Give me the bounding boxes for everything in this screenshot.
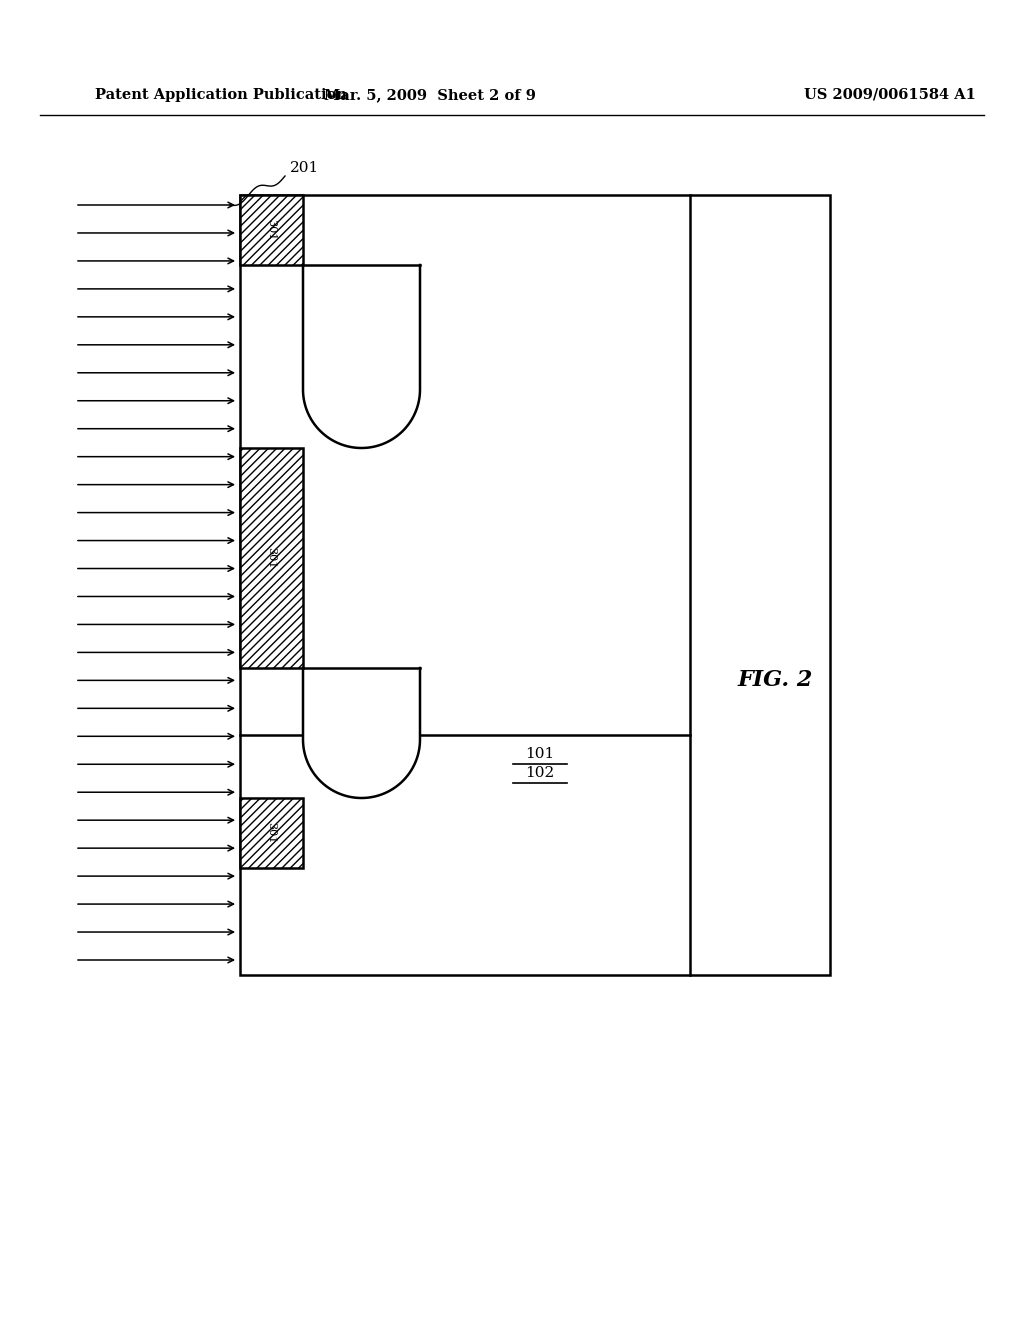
Text: 301: 301 [266,219,276,240]
Bar [240,799,303,869]
Text: 301: 301 [266,548,276,569]
Text: FIG. 2: FIG. 2 [737,669,813,690]
Bar [240,447,303,668]
Bar [240,195,830,975]
Polygon shape [303,265,420,447]
Text: 101: 101 [525,747,555,762]
Text: 201: 201 [290,161,319,176]
Text: Patent Application Publication: Patent Application Publication [95,88,347,102]
Text: 102: 102 [525,766,555,780]
Text: Mar. 5, 2009  Sheet 2 of 9: Mar. 5, 2009 Sheet 2 of 9 [324,88,536,102]
Text: 301: 301 [266,822,276,843]
Polygon shape [303,668,420,799]
Text: US 2009/0061584 A1: US 2009/0061584 A1 [804,88,976,102]
Bar [240,195,303,265]
